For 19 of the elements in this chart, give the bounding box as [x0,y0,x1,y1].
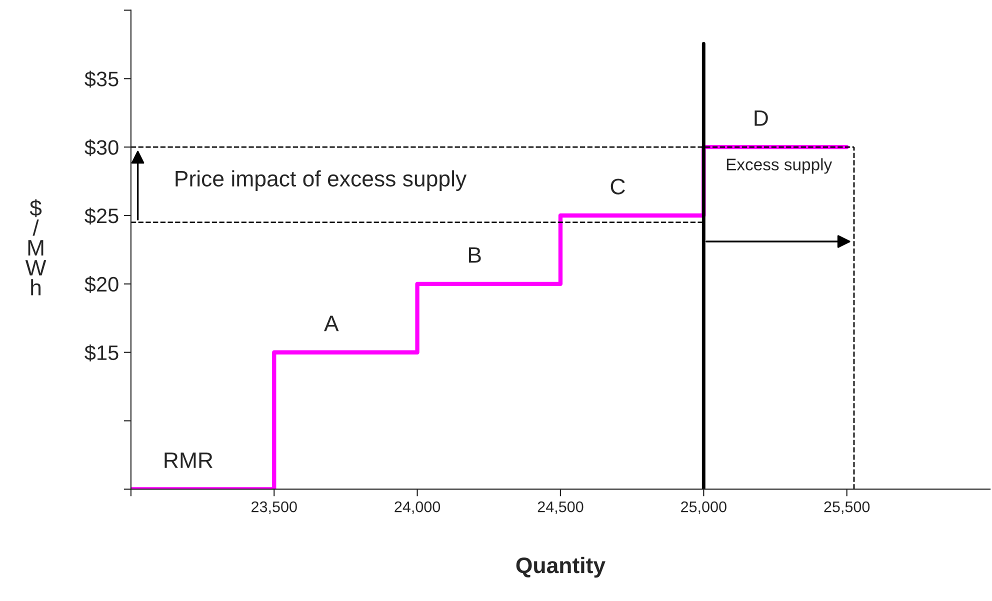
x-tick-label: 23,500 [252,501,297,514]
y-tick-label: $35 [84,70,118,88]
y-tick-label: $30 [84,139,118,156]
annotation: A [324,316,339,332]
annotation: Excess supply [726,158,832,174]
x-axis-title: Quantity [516,556,606,578]
annotation: C [610,178,625,194]
y-tick-label: $25 [84,208,118,224]
x-tick-label: 25,500 [824,501,870,514]
y-tick-label: $20 [84,276,118,293]
annotation: D [754,110,768,126]
annotation: RMR [164,452,212,468]
x-tick-label: 24,500 [538,501,584,514]
y-axis-title: $/MWh [25,199,46,296]
annotation: Price impact of excess supply [176,170,467,191]
annotation: B [468,247,481,263]
x-tick-label: 24,000 [394,501,440,514]
x-tick-label: 25,000 [681,501,726,514]
y-tick-label: $15 [84,344,118,362]
